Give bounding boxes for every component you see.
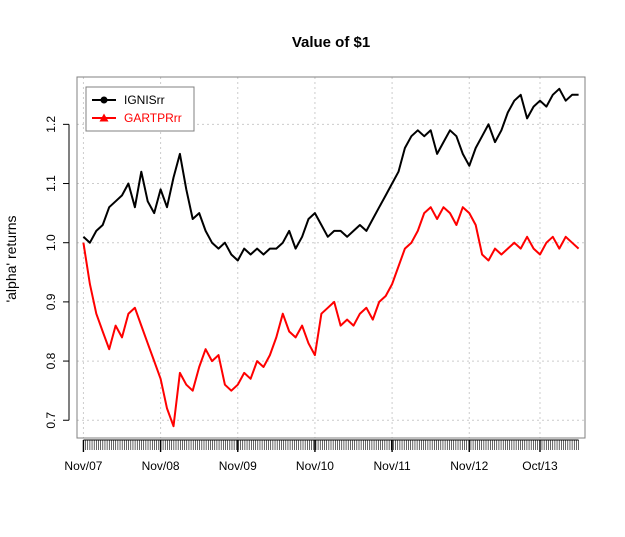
x-tick-label: Oct/13 bbox=[522, 459, 558, 473]
plot-frame bbox=[76, 76, 586, 439]
y-tick-label: 0.8 bbox=[44, 352, 58, 369]
y-tick-label: 0.7 bbox=[44, 412, 58, 429]
y-tick-label: 1.1 bbox=[44, 175, 58, 192]
y-tick-label: 1.0 bbox=[44, 234, 58, 251]
y-axis: 0.7 0.8 0.9 1.0 1.1 1.2 bbox=[44, 116, 70, 429]
series-line bbox=[82, 206, 580, 428]
legend-circle-marker bbox=[100, 96, 108, 104]
legend-label: IGNISrr bbox=[124, 93, 165, 107]
legend-triangle-marker bbox=[99, 113, 109, 122]
series-line bbox=[82, 87, 579, 262]
y-tick-label: 1.2 bbox=[44, 116, 58, 133]
series-lines bbox=[82, 87, 580, 428]
grid-lines bbox=[77, 77, 585, 438]
y-tick-label: 0.9 bbox=[44, 293, 58, 310]
x-axis: Nov/07 Nov/08 Nov/09 Nov/10 Nov/11 Nov/12 Oct/… bbox=[64, 439, 579, 473]
x-tick-label: Nov/09 bbox=[219, 459, 257, 473]
legend: IGNISrr GARTPRrr bbox=[85, 86, 195, 132]
x-tick-label: Nov/08 bbox=[142, 459, 180, 473]
legend-item: IGNISrr bbox=[92, 93, 165, 107]
x-tick-label: Nov/12 bbox=[450, 459, 488, 473]
x-tick-label: Nov/11 bbox=[374, 459, 411, 473]
series-GARTPRrr bbox=[82, 206, 580, 428]
legend-label: GARTPRrr bbox=[124, 111, 182, 125]
x-tick-label: Nov/07 bbox=[64, 459, 102, 473]
legend-item: GARTPRrr bbox=[92, 111, 182, 125]
series-IGNISrr bbox=[82, 87, 579, 262]
legend-box bbox=[85, 86, 195, 132]
x-tick-label: Nov/10 bbox=[296, 459, 334, 473]
y-axis-label: 'alpha' returns bbox=[3, 215, 19, 302]
chart-title: Value of $1 bbox=[292, 34, 370, 51]
